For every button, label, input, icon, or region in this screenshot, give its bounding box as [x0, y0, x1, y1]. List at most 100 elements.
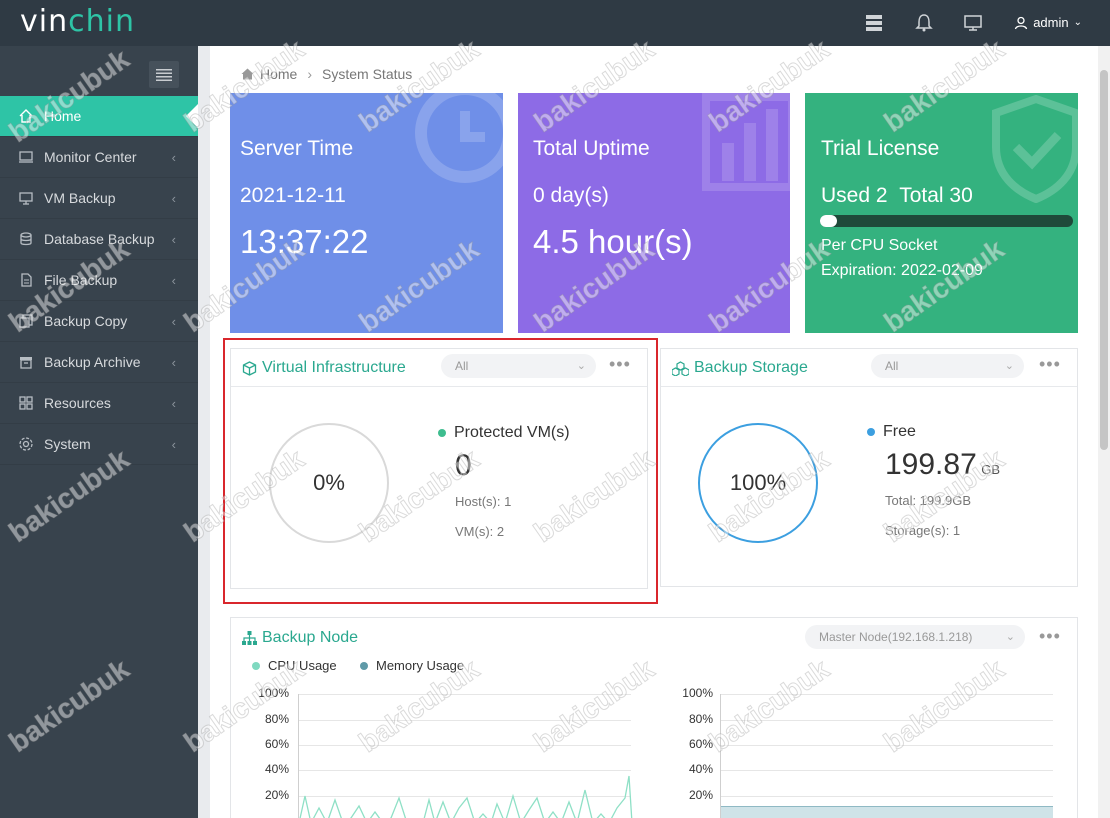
desktop-icon — [17, 189, 35, 207]
chevron-left-icon: ‹ — [171, 314, 176, 329]
sidebar-menu: Home Monitor Center ‹ VM Backup ‹ Databa… — [0, 96, 198, 465]
panel-title: Backup Storage — [672, 359, 808, 377]
license-expiration: Expiration: 2022-02-09 — [821, 262, 983, 279]
more-options-icon[interactable]: ••• — [1039, 354, 1061, 374]
license-progress-fill — [820, 215, 837, 227]
storage-free-percent: 100% — [729, 470, 787, 495]
gridline — [721, 694, 1053, 695]
gridline — [721, 720, 1053, 721]
protected-vm-count: 0 — [455, 449, 472, 482]
license-total: Total 30 — [899, 184, 973, 207]
user-menu[interactable]: admin ⌄ — [1014, 15, 1082, 30]
sidebar-item-backup-copy[interactable]: Backup Copy ‹ — [0, 301, 198, 342]
home-icon — [17, 107, 35, 125]
gridline — [299, 745, 631, 746]
display-icon[interactable] — [963, 13, 983, 33]
free-amount: 199.87 — [885, 448, 977, 481]
backup-storage-title: Backup Storage — [694, 359, 808, 376]
gridline — [721, 796, 1053, 797]
more-options-icon[interactable]: ••• — [609, 354, 631, 374]
clock-icon — [415, 93, 503, 183]
bell-icon[interactable] — [914, 13, 934, 33]
grid-icon — [17, 394, 35, 412]
protected-vm-label: Protected VM(s) — [454, 424, 570, 441]
sidebar-item-label: VM Backup — [44, 190, 116, 206]
cube-icon — [242, 360, 257, 376]
legend-dot — [438, 429, 446, 437]
free-unit: GB — [981, 462, 1001, 477]
user-name: admin — [1033, 15, 1069, 30]
cpu-legend: CPU Usage — [252, 658, 337, 673]
protected-vm-percent: 0% — [313, 470, 345, 495]
sidebar-item-system[interactable]: System ‹ — [0, 424, 198, 465]
scrollbar-thumb[interactable] — [1100, 70, 1108, 450]
license-title: Trial License — [821, 137, 940, 160]
sidebar-item-label: Home — [44, 108, 82, 124]
file-icon — [17, 271, 35, 289]
chevron-left-icon: ‹ — [171, 437, 176, 452]
server-time-tile: Server Time 2021-12-11 13:37:22 — [230, 93, 503, 333]
virtual-infrastructure-title: Virtual Infrastructure — [262, 359, 406, 376]
memory-tick: 60% — [688, 737, 713, 751]
top-bar: vinchin admin ⌄ — [0, 0, 1110, 46]
copy-icon — [17, 312, 35, 330]
storage-filter-select[interactable]: All ⌄ — [871, 354, 1024, 378]
legend-dot — [867, 428, 875, 436]
sidebar-item-backup-archive[interactable]: Backup Archive ‹ — [0, 342, 198, 383]
cpu-tick: 100% — [258, 686, 289, 700]
memory-usage-area — [721, 806, 1053, 818]
app-logo[interactable]: vinchin — [20, 4, 135, 39]
sidebar-item-file-backup[interactable]: File Backup ‹ — [0, 260, 198, 301]
chevron-left-icon: ‹ — [171, 232, 176, 247]
chevron-left-icon: ‹ — [171, 273, 176, 288]
shield-check-icon — [992, 95, 1078, 203]
panel-header: Virtual Infrastructure All ⌄ ••• — [231, 349, 647, 387]
y-axis — [720, 694, 721, 818]
cpu-tick: 20% — [264, 788, 289, 802]
node-select-value: Master Node(192.168.1.218) — [819, 630, 973, 644]
sidebar-item-database-backup[interactable]: Database Backup ‹ — [0, 219, 198, 260]
cpu-tick: 60% — [264, 737, 289, 751]
sitemap-icon — [242, 631, 257, 645]
vm-count: VM(s): 2 — [455, 524, 505, 539]
storage-count: Storage(s): 1 — [885, 523, 961, 538]
cubes-icon — [672, 360, 689, 376]
trial-license-tile: Trial License Used 2 Total 30 Per CPU So… — [805, 93, 1078, 333]
chevron-left-icon: ‹ — [171, 355, 176, 370]
storage-total: Total: 199.9GB — [885, 493, 971, 508]
breadcrumb-home[interactable]: Home — [260, 66, 298, 82]
infra-filter-select[interactable]: All ⌄ — [441, 354, 596, 378]
storage-free-value: 199.87 GB — [885, 448, 1000, 482]
highlight-annotation — [223, 338, 658, 604]
license-type: Per CPU Socket — [821, 237, 938, 254]
sidebar-item-resources[interactable]: Resources ‹ — [0, 383, 198, 424]
breadcrumb-current: System Status — [322, 66, 413, 82]
gridline — [299, 694, 631, 695]
user-icon — [1015, 16, 1028, 29]
memory-tick: 80% — [688, 712, 713, 726]
chevron-down-icon: ⌄ — [1004, 360, 1014, 372]
sidebar-item-monitor-center[interactable]: Monitor Center ‹ — [0, 137, 198, 178]
gridline — [721, 770, 1053, 771]
server-date: 2021-12-11 — [240, 184, 346, 207]
cpu-usage-line — [299, 775, 633, 818]
sidebar-collapse-button[interactable] — [149, 61, 179, 88]
sidebar-item-home[interactable]: Home — [0, 96, 198, 137]
protected-vm-legend: Protected VM(s) — [438, 424, 570, 442]
sidebar-item-vm-backup[interactable]: VM Backup ‹ — [0, 178, 198, 219]
gridline — [299, 720, 631, 721]
legend-dot — [360, 661, 368, 670]
sidebar-item-label: System — [44, 436, 91, 452]
node-select[interactable]: Master Node(192.168.1.218) ⌄ — [805, 625, 1025, 649]
uptime-hours: 4.5 hour(s) — [533, 223, 693, 260]
storage-free-legend: Free — [867, 423, 916, 441]
database-icon — [17, 230, 35, 248]
legend-dot — [252, 661, 260, 670]
host-count: Host(s): 1 — [455, 494, 512, 509]
sidebar-item-label: Backup Copy — [44, 313, 128, 329]
monitor-icon — [17, 148, 35, 166]
more-options-icon[interactable]: ••• — [1039, 626, 1061, 646]
server-time: 13:37:22 — [240, 223, 369, 260]
server-icon[interactable] — [864, 13, 884, 33]
archive-icon — [17, 353, 35, 371]
